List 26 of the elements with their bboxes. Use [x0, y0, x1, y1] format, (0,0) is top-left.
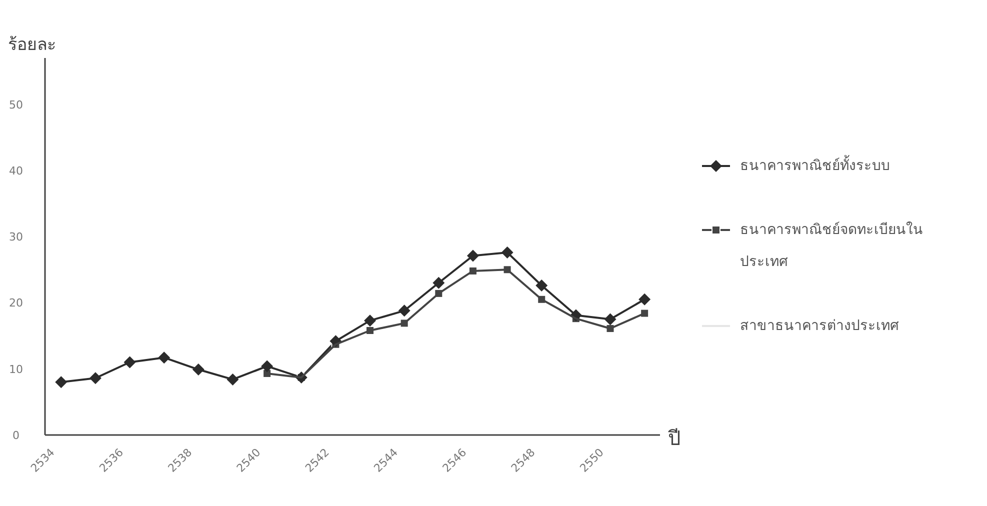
point: [364, 314, 376, 327]
y-axis-title: ร้อยละ: [8, 35, 56, 55]
point: [466, 250, 479, 262]
legend-label: ธนาคารพาณิชย์จดทะเบียนในประเทศ: [740, 220, 924, 272]
point: [638, 293, 651, 306]
y-tick-label: 40: [9, 164, 23, 178]
x-axis-title: ปี: [668, 426, 681, 450]
point: [89, 372, 102, 384]
y-tick-label: 30: [9, 230, 23, 244]
point: [604, 313, 616, 326]
point: [432, 276, 445, 289]
point: [226, 373, 239, 386]
legend-label: ธนาคารพาณิชย์ทั้งระบบ: [740, 154, 891, 176]
y-tick-label: 10: [9, 362, 23, 376]
point: [501, 246, 514, 258]
y-tick-label: 20: [9, 296, 23, 310]
y-tick-label: 0: [12, 429, 20, 442]
point: [55, 376, 68, 388]
point: [192, 364, 204, 376]
point: [124, 356, 136, 368]
point: [398, 304, 410, 317]
legend-label: สาขาธนาคารต่างประเทศ: [740, 317, 900, 336]
point: [536, 280, 548, 292]
point: [261, 360, 274, 372]
y-tick-label: 50: [9, 98, 23, 112]
point: [158, 352, 170, 364]
